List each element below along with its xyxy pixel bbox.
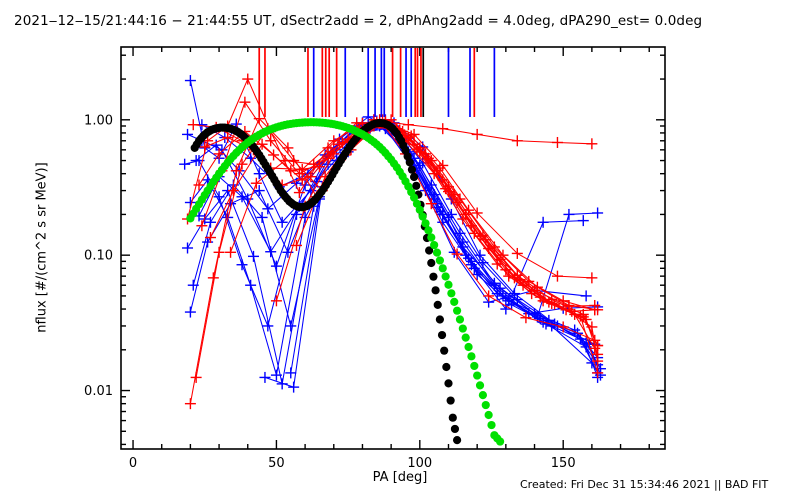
fit-curves-layer — [186, 118, 505, 446]
x-tick-label: 100 — [407, 456, 432, 471]
fit-curve-green-fit — [186, 118, 505, 446]
measured-trace — [182, 114, 604, 390]
tick-label-layer: 0 50 100 150 1.00 0.10 0.01 — [84, 113, 576, 471]
y-axis-label: nflux [#/(cm^2 s sr MeV)] — [34, 162, 50, 333]
x-tick-label: 0 — [129, 456, 137, 471]
y-tick-label: 0.10 — [84, 249, 113, 264]
y-tick-label: 1.00 — [84, 113, 113, 128]
plot-title: 2021‒12‒15/21:44:16 − 21:44:55 UT, dSect… — [14, 13, 703, 29]
measured-trace — [270, 114, 604, 352]
axis-frame-layer — [120, 46, 666, 450]
top-marker-layer — [258, 48, 496, 117]
axis-frame — [120, 46, 666, 450]
x-tick-label: 150 — [551, 456, 576, 471]
x-tick-label: 50 — [268, 456, 285, 471]
y-tick-label: 0.01 — [84, 384, 113, 399]
x-axis-label: PA [deg] — [372, 470, 428, 485]
footer-credit: Created: Fri Dec 31 15:34:46 2021 || BAD… — [520, 478, 769, 491]
